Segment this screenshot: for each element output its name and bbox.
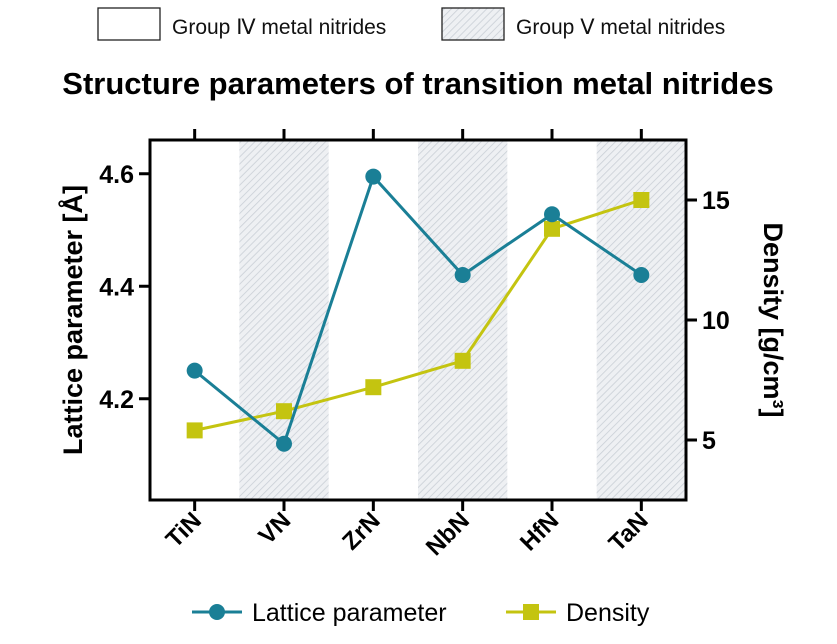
- group5-shading: [239, 140, 686, 500]
- y-axis-left-label: Lattice parameter [Å]: [57, 185, 88, 455]
- legend-density-label: Density: [566, 599, 650, 627]
- x-tick-label-zrn: ZrN: [337, 507, 385, 555]
- y-left-tick-label: 4.6: [99, 161, 134, 189]
- legend-lattice-marker: [209, 604, 225, 620]
- legend-density-marker: [523, 604, 539, 620]
- lattice-point-tin: [186, 362, 203, 379]
- group5-legend-label: Group Ⅴ metal nitrides: [516, 16, 725, 39]
- y-right-tick-label: 15: [702, 187, 730, 215]
- x-tick-label-hfn: HfN: [515, 507, 564, 556]
- chart-title: Structure parameters of transition metal…: [62, 66, 773, 101]
- lattice-point-hfn: [544, 206, 560, 223]
- y-right-tick-label: 5: [702, 427, 716, 455]
- group5-swatch: [441, 7, 505, 41]
- x-tick-label-tan: TaN: [604, 507, 654, 557]
- lattice-point-nbn: [454, 267, 471, 283]
- bottom-legend: Lattice parameter Density: [192, 599, 650, 627]
- density-point-vn: [276, 403, 292, 420]
- lattice-point-tan: [633, 267, 650, 283]
- density-point-hfn: [544, 220, 560, 237]
- density-point-zrn: [365, 379, 382, 396]
- density-point-tan: [633, 192, 650, 208]
- density-point-nbn: [454, 352, 471, 369]
- group4-swatch: [97, 7, 161, 41]
- legend-lattice-label: Lattice parameter: [252, 599, 447, 627]
- lattice-point-zrn: [365, 168, 382, 185]
- y-left-tick-label: 4.2: [99, 386, 134, 414]
- top-legend: Group Ⅳ metal nitrides Group Ⅴ metal nit…: [97, 7, 725, 41]
- lattice-point-vn: [276, 435, 292, 452]
- y-right-tick-label: 10: [702, 307, 730, 335]
- group4-legend-label: Group Ⅳ metal nitrides: [172, 16, 386, 39]
- y-axis-right-label: Density [g/cm³]: [758, 222, 788, 417]
- series: [186, 168, 650, 452]
- x-tick-label-vn: VN: [254, 507, 297, 550]
- y-left-tick-label: 4.4: [99, 273, 134, 301]
- x-tick-label-nbn: NbN: [421, 507, 475, 561]
- shade-nbn: [418, 140, 508, 500]
- density-point-tin: [186, 422, 203, 439]
- x-tick-label-tin: TiN: [161, 507, 207, 553]
- lattice-line: [193, 173, 643, 447]
